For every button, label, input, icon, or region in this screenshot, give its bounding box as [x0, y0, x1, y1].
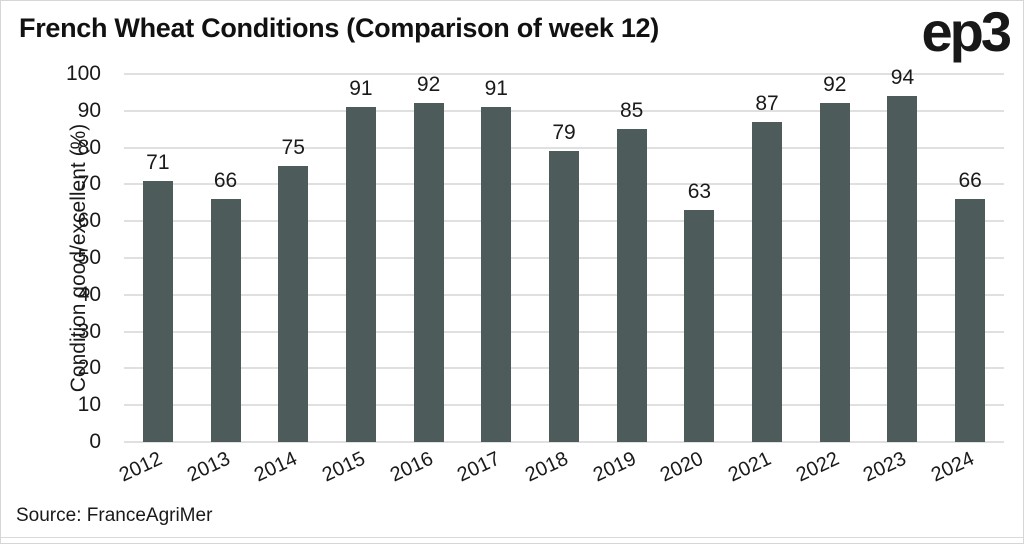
x-tick-label: 2018	[521, 447, 572, 487]
gridline	[124, 73, 1004, 75]
x-tick-label: 2023	[860, 447, 911, 487]
bar-value-label: 63	[687, 180, 712, 204]
x-tick-label: 2020	[657, 447, 707, 487]
bar-value-label: 66	[958, 169, 982, 193]
x-tick-label: 2013	[183, 447, 234, 487]
bar-2021	[752, 121, 783, 442]
y-tick-label: 100	[65, 62, 101, 85]
bar-value-label: 92	[416, 73, 441, 97]
x-tick-label: 2024	[928, 447, 978, 487]
gridline	[124, 441, 1004, 443]
bar-value-label: 92	[823, 73, 847, 97]
bar-2023	[887, 96, 918, 442]
y-tick-label: 0	[89, 430, 101, 453]
bottom-divider	[1, 537, 1023, 538]
x-tick-label: 2022	[792, 447, 843, 487]
bar-value-label: 79	[552, 121, 576, 145]
y-tick-label: 30	[77, 319, 101, 343]
bar-value-label: 87	[755, 91, 779, 115]
bar-2016	[413, 103, 444, 442]
gridline	[124, 109, 1004, 112]
x-tick-label: 2017	[454, 447, 504, 487]
bar-value-label: 94	[890, 66, 915, 90]
bar-2020	[684, 210, 715, 442]
x-tick-label: 2019	[589, 447, 640, 487]
bar-2019	[616, 129, 647, 442]
bar-2017	[481, 107, 512, 442]
bar-value-label: 75	[281, 136, 305, 159]
bar-value-label: 85	[620, 99, 644, 123]
plot-area: 0 10 20 30 40 50 60 70 80 90 100 71 2012 66 2013 75 2014…	[66, 62, 1004, 486]
y-tick-label: 60	[77, 209, 101, 233]
chart-title: French Wheat Conditions (Comparison of w…	[19, 13, 659, 43]
bar-2022	[819, 103, 850, 442]
bar-2015	[345, 107, 376, 442]
bar-2012	[142, 180, 173, 442]
bar-2014	[278, 166, 309, 442]
x-tick-label: 2016	[386, 447, 437, 487]
y-tick-label: 90	[77, 98, 101, 122]
x-tick-label: 2012	[115, 447, 166, 487]
bar-value-label: 91	[349, 77, 373, 101]
y-tick-label: 50	[77, 246, 101, 269]
x-tick-label: 2021	[725, 447, 775, 487]
x-tick-label: 2014	[251, 447, 301, 487]
y-tick-label: 80	[77, 135, 101, 159]
ep3-logo: ep3	[921, 0, 1012, 63]
bar-value-label: 71	[146, 150, 170, 174]
gridline	[124, 146, 1004, 149]
bar-2024	[955, 199, 986, 442]
y-tick-label: 20	[77, 356, 101, 380]
y-tick-label: 70	[77, 172, 101, 196]
bar-value-label: 91	[484, 77, 508, 101]
y-tick-label: 10	[77, 393, 101, 417]
bar-2018	[549, 151, 579, 442]
y-tick-label: 40	[77, 282, 101, 306]
bar-2013	[210, 199, 241, 442]
bar-value-label: 66	[213, 169, 238, 193]
x-tick-label: 2015	[318, 447, 369, 487]
source-note: Source: FranceAgriMer	[16, 505, 213, 526]
